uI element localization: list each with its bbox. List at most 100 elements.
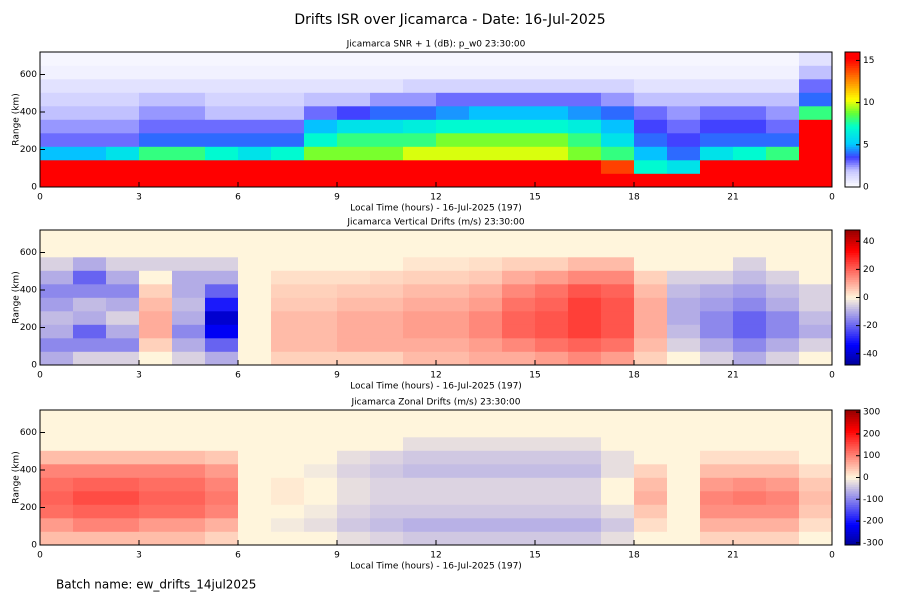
heatmap-cell [733, 106, 767, 120]
colorbar-tick-label: 0 [863, 293, 869, 303]
colorbar-step [845, 180, 860, 183]
heatmap-cell [304, 133, 338, 147]
heatmap-cell [700, 92, 734, 107]
heatmap-cell [535, 230, 569, 244]
heatmap-cell [271, 338, 305, 352]
heatmap-cell [304, 146, 338, 161]
heatmap-cell [304, 160, 338, 174]
heatmap-cell [667, 437, 701, 451]
colorbar-step [845, 178, 860, 181]
heatmap-cell [502, 146, 536, 161]
heatmap-cell [436, 518, 470, 532]
colorbar-step [845, 421, 860, 424]
heatmap-cell [568, 133, 602, 147]
heatmap-cell [568, 477, 602, 492]
colorbar-step [845, 234, 860, 238]
heatmap-cell [502, 173, 536, 188]
heatmap-cell [304, 119, 338, 134]
heatmap-cell [436, 477, 470, 492]
colorbar-step [845, 497, 860, 501]
colorbar-step [845, 97, 860, 100]
heatmap-cell [337, 410, 371, 424]
heatmap-cell [205, 52, 239, 66]
heatmap-cell [172, 119, 206, 134]
colorbar-step [845, 56, 860, 60]
heatmap-cell [634, 410, 668, 424]
heatmap-cell [205, 133, 239, 147]
heatmap-cell [634, 324, 668, 339]
heatmap-cell [337, 351, 371, 366]
heatmap-cell [634, 351, 668, 366]
heatmap-cell [403, 52, 437, 66]
colorbar-step [845, 470, 860, 474]
heatmap-cell [502, 243, 536, 258]
colorbar-step [845, 308, 860, 312]
colorbar-step [845, 139, 860, 143]
heatmap-cell [469, 423, 503, 438]
heatmap-cell [700, 146, 734, 161]
x-tick-label: 15 [529, 551, 540, 561]
heatmap-cell [238, 146, 272, 161]
heatmap-cell [601, 351, 635, 366]
heatmap-cell [535, 351, 569, 366]
heatmap-cell [667, 160, 701, 174]
colorbar-step [845, 434, 860, 438]
colorbar-step [845, 338, 860, 341]
heatmap-cell [106, 477, 140, 492]
heatmap-cell [40, 324, 74, 339]
heatmap-cell [304, 270, 338, 285]
heatmap-cell [370, 491, 404, 505]
heatmap-cell [469, 119, 503, 134]
heatmap-cell [436, 437, 470, 451]
heatmap-cell [634, 437, 668, 451]
heatmap-cell [667, 133, 701, 147]
heatmap-cell [667, 230, 701, 244]
colorbar-step [845, 419, 860, 422]
heatmap-cell [139, 410, 173, 424]
x-axis-label: Local Time (hours) - 16-Jul-2025 (197) [350, 382, 522, 392]
heatmap-cell [40, 437, 74, 451]
colorbar-step [845, 272, 860, 276]
x-tick-label: 0 [37, 193, 43, 203]
heatmap-cell [304, 257, 338, 271]
colorbar-step [845, 529, 860, 532]
heatmap-cell [667, 518, 701, 532]
heatmap-cell [700, 324, 734, 339]
colorbar-step [845, 171, 860, 174]
heatmap-cell [436, 79, 470, 93]
colorbar-step [845, 473, 860, 476]
heatmap-cell [700, 477, 734, 492]
heatmap-cell [634, 450, 668, 465]
colorbar-step [845, 416, 860, 420]
heatmap-cell [403, 270, 437, 285]
heatmap-cell [139, 160, 173, 174]
colorbar-step [845, 166, 860, 170]
heatmap-cell [799, 243, 833, 258]
heatmap-cell [568, 160, 602, 174]
heatmap-cell [733, 518, 767, 532]
heatmap-cell [238, 437, 272, 451]
colorbar-step [845, 333, 860, 337]
heatmap-cell [172, 504, 206, 519]
heatmap-cell [568, 65, 602, 80]
colorbar-step [845, 250, 860, 253]
heatmap-cell [139, 79, 173, 93]
colorbar-step [845, 486, 860, 490]
heatmap-cell [139, 491, 173, 505]
heatmap-cell [436, 257, 470, 271]
heatmap-cell [601, 79, 635, 93]
heatmap-cell [799, 230, 833, 244]
heatmap-cell [304, 464, 338, 478]
heatmap-cell [139, 284, 173, 298]
heatmap-cell [766, 464, 800, 478]
colorbar-step [845, 74, 860, 78]
colorbar-step [845, 351, 860, 355]
colorbar-step [845, 356, 860, 359]
heatmap-cell [205, 324, 239, 339]
heatmap-cell [535, 119, 569, 134]
heatmap-cell [469, 65, 503, 80]
heatmap-cell [469, 270, 503, 285]
heatmap-cell [403, 284, 437, 298]
heatmap-cell [73, 270, 107, 285]
heatmap-cell [634, 52, 668, 66]
